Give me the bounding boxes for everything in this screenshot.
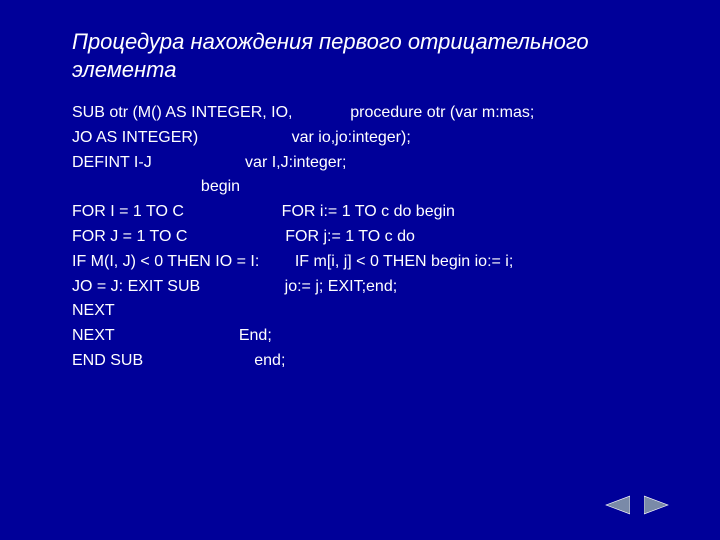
code-line: FOR J = 1 TO C FOR j:= 1 TO c do <box>72 228 415 245</box>
arrow-right-icon <box>644 494 670 516</box>
prev-button[interactable] <box>604 494 630 516</box>
code-line: JO = J: EXIT SUB jo:= j; EXIT;end; <box>72 278 397 295</box>
slide-title: Процедура нахождения первого отрицательн… <box>72 28 680 83</box>
arrow-left-icon <box>604 494 630 516</box>
code-line: END SUB end; <box>72 352 285 369</box>
nav-controls <box>604 494 670 516</box>
code-line: IF M(I, J) < 0 THEN IO = I: IF m[i, j] <… <box>72 253 513 270</box>
code-line: NEXT <box>72 302 115 319</box>
code-line: begin <box>72 178 240 195</box>
code-line: FOR I = 1 TO C FOR i:= 1 TO c do begin <box>72 203 455 220</box>
code-line: JO AS INTEGER) var io,jo:integer); <box>72 129 411 146</box>
code-line: SUB otr (M() AS INTEGER, IO, procedure o… <box>72 104 534 121</box>
next-button[interactable] <box>644 494 670 516</box>
code-line: NEXT End; <box>72 327 272 344</box>
code-line: DEFINT I-J var I,J:integer; <box>72 154 346 171</box>
code-block: SUB otr (M() AS INTEGER, IO, procedure o… <box>72 101 680 374</box>
slide: Процедура нахождения первого отрицательн… <box>0 0 720 540</box>
